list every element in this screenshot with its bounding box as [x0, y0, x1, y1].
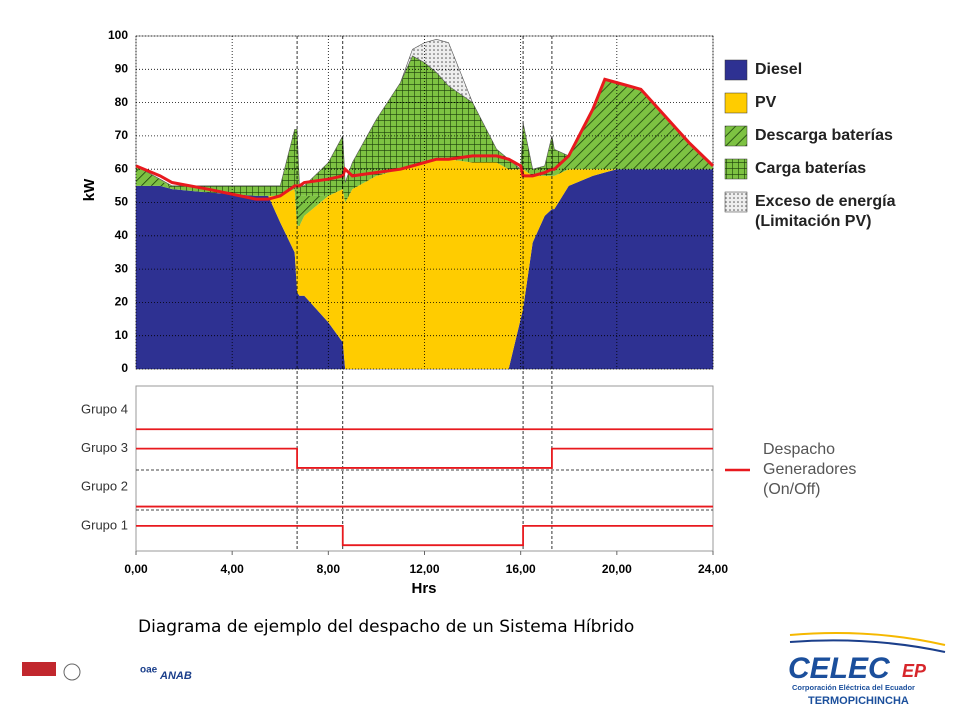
y-tick-label: Grupo 4: [81, 401, 128, 416]
y-tick-label: 70: [115, 128, 129, 142]
logo-suffix: EP: [902, 661, 927, 681]
legend-swatch: [724, 92, 748, 114]
legend-swatch: [724, 125, 748, 147]
y-tick-label: 60: [115, 161, 129, 175]
y-tick-label: 100: [108, 28, 128, 42]
x-tick-label: 12,00: [409, 562, 439, 576]
cert-logo: ANAB: [159, 670, 192, 682]
x-tick-label: 8,00: [317, 562, 341, 576]
x-tick-label: 0,00: [124, 562, 148, 576]
y-tick-label: 80: [115, 95, 129, 109]
legend-swatch: [724, 59, 748, 81]
caption: Diagrama de ejemplo del despacho de un S…: [138, 617, 635, 637]
y-tick-label: 90: [115, 61, 129, 75]
y-tick-label: Grupo 1: [81, 517, 128, 532]
x-tick-label: 16,00: [506, 562, 536, 576]
legend-label: Exceso de energía (Limitación PV): [755, 193, 896, 230]
legend-swatch: [724, 158, 748, 180]
x-tick-label: 20,00: [602, 562, 632, 576]
logo-name: CELEC: [788, 652, 891, 685]
logo-swoosh: [789, 631, 946, 646]
legend-label: Carga baterías: [755, 160, 867, 177]
area: [136, 79, 713, 226]
y-tick-label: Grupo 2: [81, 479, 128, 494]
y-tick-label: Grupo 3: [81, 440, 128, 455]
cert-badge: [22, 662, 56, 676]
y-tick-label: 0: [121, 361, 128, 375]
legend-label: Descarga baterías: [755, 127, 893, 144]
legend-label: PV: [755, 94, 777, 111]
x-axis-label: Hrs: [411, 580, 436, 597]
legend-swatch: [724, 191, 748, 213]
dispatch-line: [136, 524, 713, 547]
logo-unit: TERMOPICHINCHA: [808, 695, 909, 707]
legend-label: Despacho Generadores (On/Off): [763, 441, 857, 498]
x-tick-label: 4,00: [220, 562, 244, 576]
y-tick-label: 30: [115, 261, 129, 275]
y-axis-label: kW: [81, 178, 98, 201]
load-line: [135, 77, 715, 201]
logo-subtitle: Corporación Eléctrica del Ecuador: [792, 683, 915, 692]
x-tick-label: 24,00: [698, 562, 728, 576]
y-tick-label: 40: [115, 228, 129, 242]
y-tick-label: 50: [115, 195, 129, 209]
area: [136, 169, 713, 369]
dispatch-line: [136, 447, 713, 469]
logo-swoosh: [789, 639, 946, 653]
legend-label: Diesel: [755, 61, 803, 78]
cert-badge: [63, 663, 81, 681]
cert-logo: oae: [140, 665, 158, 676]
y-tick-label: 20: [115, 295, 129, 309]
y-tick-label: 10: [115, 328, 129, 342]
